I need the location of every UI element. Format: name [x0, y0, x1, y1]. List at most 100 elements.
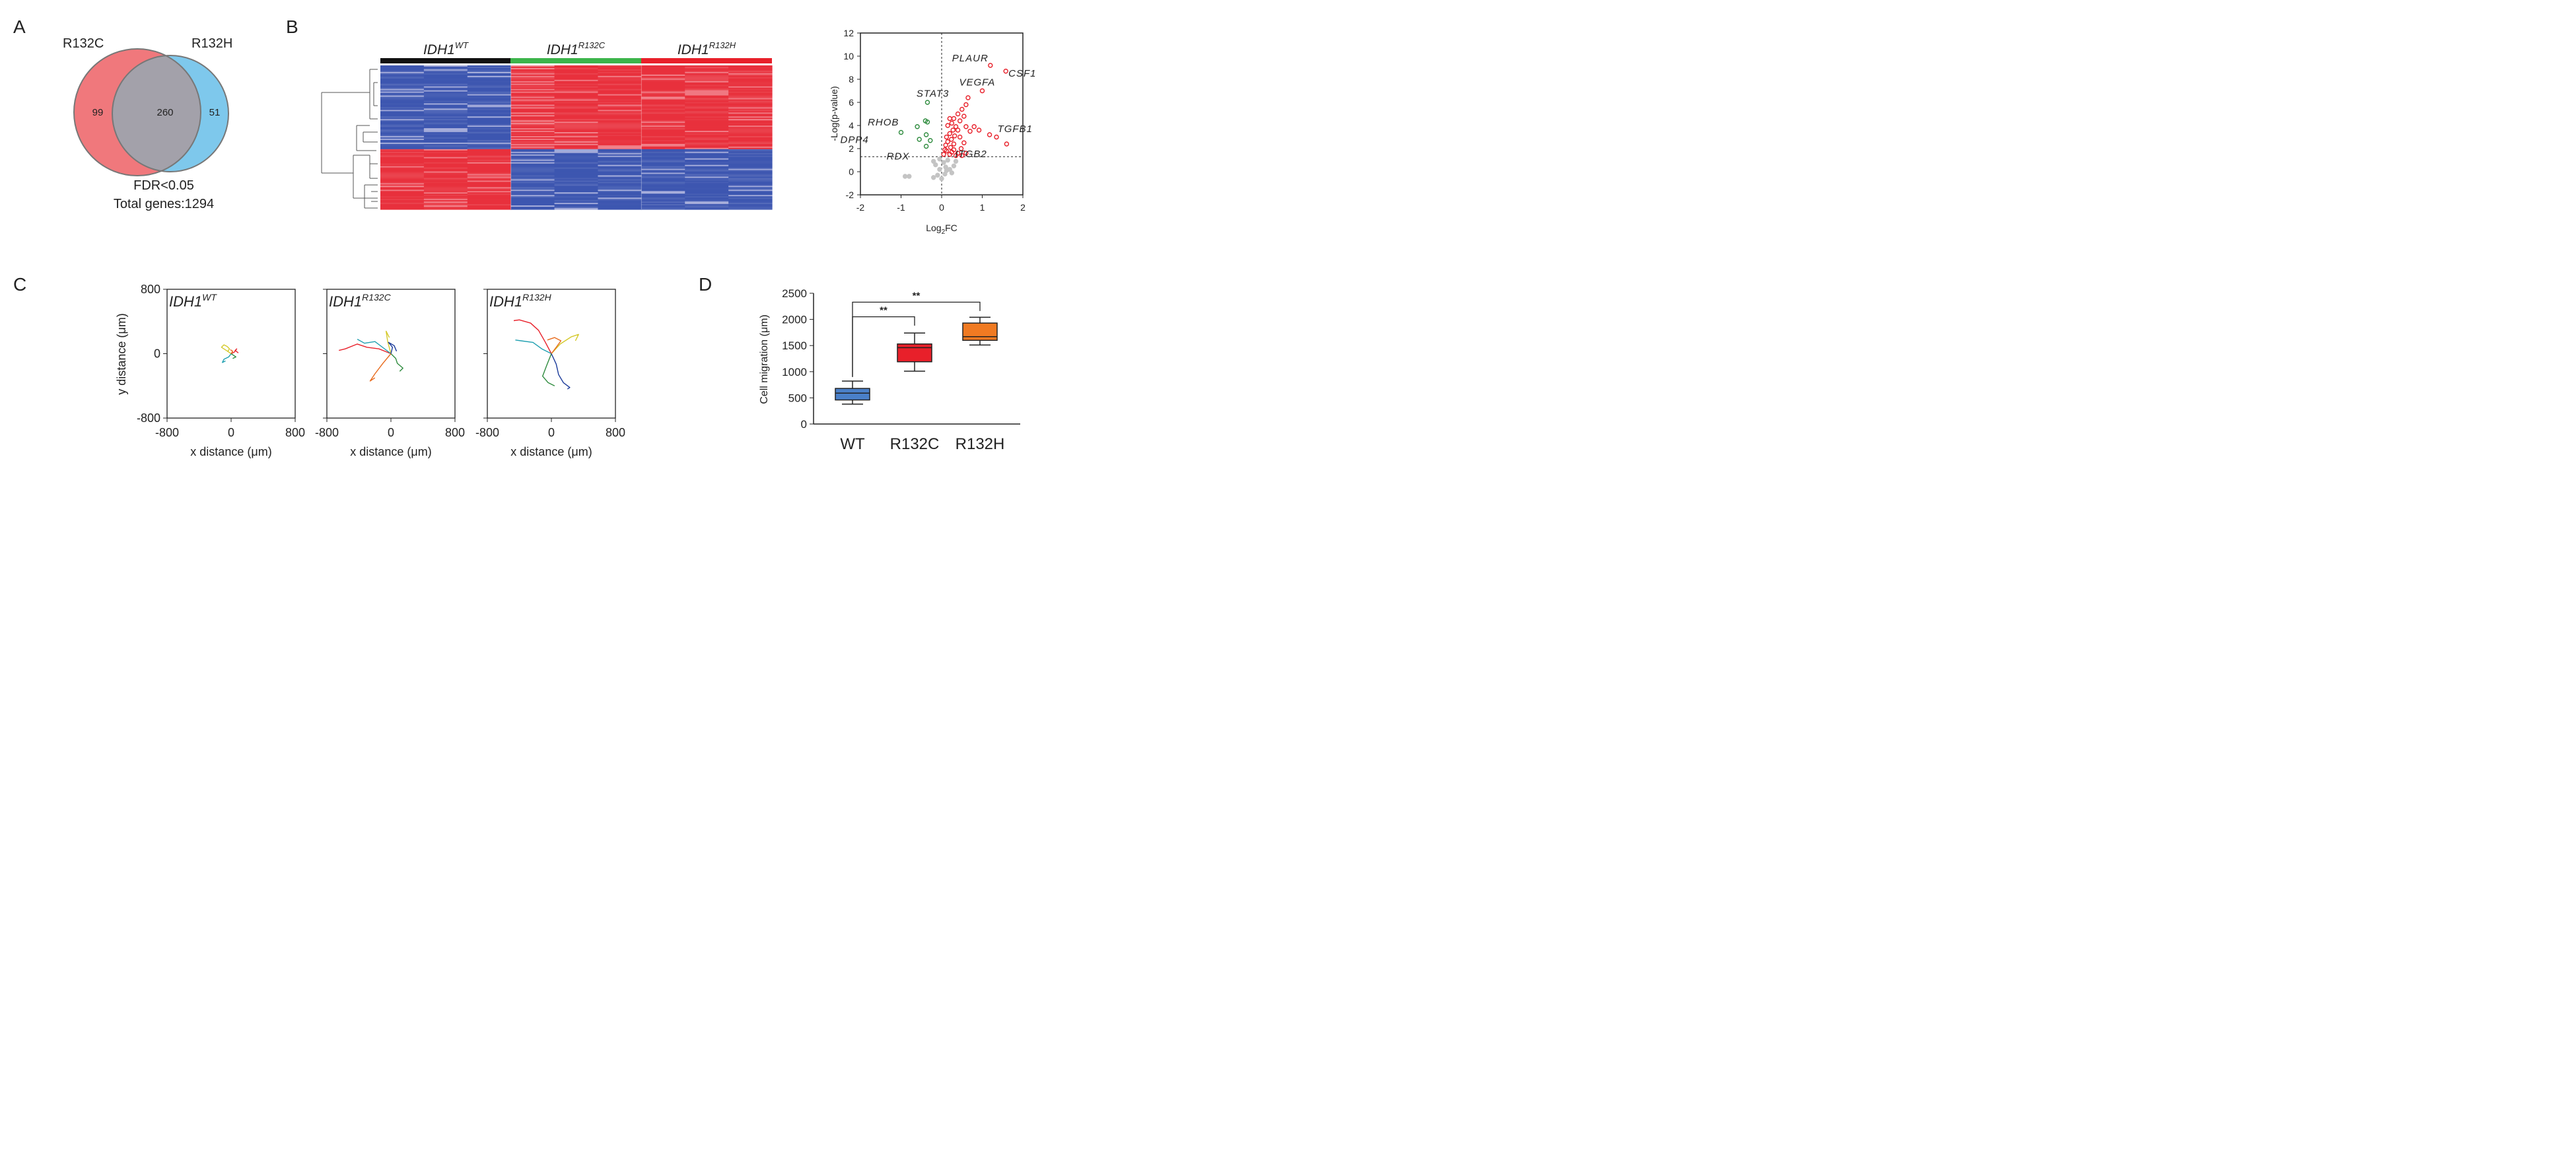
volcano-point-up — [963, 102, 969, 108]
heatmap-cell — [641, 172, 685, 175]
panel-c-letter: C — [13, 274, 26, 295]
heatmap-cell — [510, 150, 555, 153]
heatmap-cell — [641, 122, 685, 124]
heatmap-cell — [598, 119, 642, 121]
heatmap-cell — [380, 201, 425, 203]
heatmap-cell — [380, 163, 425, 166]
heatmap-cell — [641, 74, 685, 77]
heatmap-cell — [685, 154, 729, 157]
heatmap-cell — [380, 90, 425, 92]
heatmap-cell — [685, 65, 729, 67]
heatmap-cell — [510, 125, 555, 127]
volcano-point-up — [951, 116, 957, 122]
volcano-point-up — [961, 140, 967, 145]
heatmap-cell — [685, 163, 729, 166]
heatmap-cell — [554, 155, 599, 158]
heatmap-cell — [598, 114, 642, 116]
box-significance-label: ** — [880, 305, 888, 316]
heatmap-cell — [467, 164, 512, 167]
trajectory-xtick-label: 800 — [285, 426, 305, 439]
heatmap-cell — [467, 92, 512, 95]
trajectory-plot: -800 0 800 — [315, 289, 465, 439]
heatmap-cell — [510, 133, 555, 135]
heatmap-cell — [380, 91, 425, 94]
heatmap-cell — [598, 81, 642, 83]
heatmap-cell — [380, 119, 425, 121]
heatmap-cell — [685, 129, 729, 131]
heatmap-cell — [554, 170, 599, 172]
heatmap-cell — [598, 203, 642, 205]
heatmap-cell — [467, 104, 512, 107]
heatmap-cell — [423, 204, 468, 206]
heatmap-cell — [685, 94, 729, 96]
heatmap-cell — [554, 149, 599, 151]
panel-d: D 0 500 1000 1500 2000 2500 WT R132C R132H **** … — [699, 274, 1020, 453]
volcano-gene-label: RHOB — [868, 117, 899, 128]
heatmap-cell — [510, 176, 555, 179]
heatmap-cell — [510, 131, 555, 133]
heatmap-cell — [641, 159, 685, 162]
heatmap-cell — [423, 142, 468, 145]
heatmap-cell — [380, 147, 425, 150]
heatmap-cell — [598, 162, 642, 164]
volcano-point-up — [949, 137, 954, 142]
heatmap-group-bar-r132c — [510, 58, 641, 63]
heatmap-cell — [554, 196, 599, 198]
heatmap-cell — [510, 203, 555, 205]
heatmap-cell — [510, 111, 555, 113]
heatmap-cell — [467, 167, 512, 170]
heatmap-cell — [641, 135, 685, 137]
trajectory-track — [221, 344, 232, 355]
heatmap-cell — [641, 154, 685, 157]
heatmap-cell — [467, 180, 512, 182]
volcano-xlabel: Log2FC — [926, 223, 957, 236]
heatmap-cell — [728, 159, 773, 162]
heatmap-cell — [554, 128, 599, 130]
heatmap-cell — [510, 171, 555, 174]
heatmap-cell — [641, 79, 685, 82]
heatmap-cell — [510, 85, 555, 87]
heatmap-cell — [554, 108, 599, 110]
heatmap-cell — [554, 82, 599, 85]
heatmap-cell — [685, 147, 729, 150]
heatmap-cell — [423, 146, 468, 149]
volcano-gene-label: TGFB1 — [998, 124, 1033, 135]
heatmap-cell — [510, 81, 555, 83]
heatmap-cell — [467, 106, 512, 108]
heatmap-cell — [728, 196, 773, 198]
heatmap-cell — [728, 163, 773, 166]
heatmap-cell — [554, 171, 599, 174]
heatmap-cell — [641, 192, 685, 194]
heatmap-cell — [467, 85, 512, 87]
heatmap-cell — [380, 98, 425, 100]
heatmap-cell — [554, 66, 599, 69]
heatmap-cell — [728, 96, 773, 99]
heatmap-cell — [685, 70, 729, 73]
heatmap-cell — [641, 112, 685, 114]
heatmap-cell — [598, 178, 642, 180]
heatmap-cell — [554, 106, 599, 108]
heatmap-cell — [685, 67, 729, 70]
heatmap-cell — [554, 90, 599, 92]
heatmap-cell — [598, 82, 642, 85]
heatmap-cell — [510, 184, 555, 186]
heatmap-cell — [685, 132, 729, 134]
heatmap-cell — [423, 166, 468, 168]
heatmap-cell — [380, 81, 425, 83]
heatmap-cell — [510, 127, 555, 129]
heatmap-cell — [685, 197, 729, 199]
heatmap-cell — [380, 207, 425, 209]
heatmap-cell — [380, 125, 425, 127]
heatmap-cell — [641, 89, 685, 91]
box-plots — [835, 316, 998, 405]
heatmap-cell — [423, 139, 468, 142]
trajectory-track — [542, 353, 555, 386]
heatmap-cell — [510, 145, 555, 147]
heatmap-cell — [598, 90, 642, 92]
volcano-xtick-label: -2 — [856, 202, 865, 213]
heatmap-cell — [641, 71, 685, 74]
heatmap-cell — [510, 94, 555, 96]
heatmap-cell — [423, 194, 468, 195]
heatmap-cell — [598, 110, 642, 112]
heatmap-cell — [728, 147, 773, 150]
